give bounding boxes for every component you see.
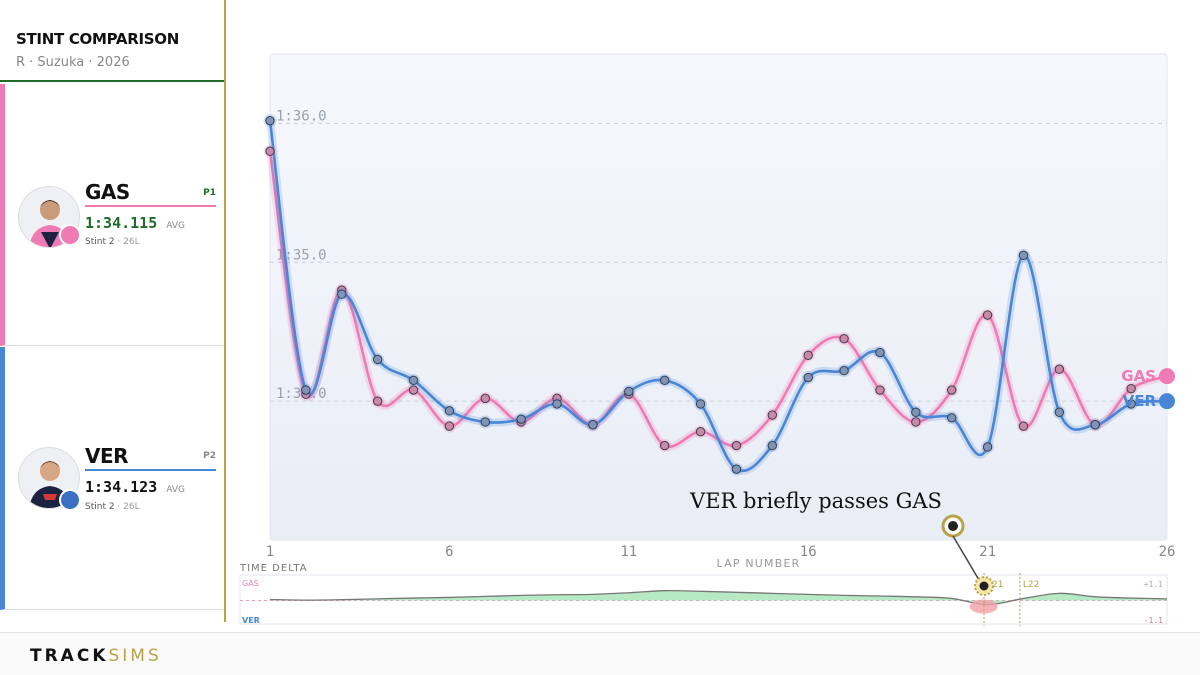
series-end-dot [1159,368,1175,385]
driver-abbr: VER [85,444,129,468]
position-badge: P1 [203,188,216,198]
driver-abbr: GAS [85,180,130,204]
annotation-anchor-dot [948,521,958,531]
data-point-ver [408,375,419,386]
data-point-ver [1126,399,1136,409]
delta-bottom-label: VER [242,616,260,625]
x-tick-label: 16 [800,544,817,560]
data-point-gas [947,385,957,395]
data-point-ver [839,365,849,376]
data-point-gas [803,350,813,361]
data-point-ver [516,414,526,424]
session-subtitle: R · Suzuka · 2026 [16,55,130,70]
data-point-gas [767,410,778,420]
data-point-gas [875,385,885,395]
series-end-label: GAS [1121,367,1156,385]
delta-area [270,590,1167,605]
plot-background [269,53,1168,541]
panel-header: STINT COMPARISON R · Suzuka · 2026 [0,0,224,82]
annotation-text: VER briefly passes GAS [689,489,942,513]
data-point-gas [659,440,670,451]
footer: TRACKSIMS [0,632,1200,675]
data-point-ver [695,399,706,409]
data-point-gas [839,333,849,344]
stint-info: Stint 2 · 26L [85,237,140,247]
data-point-ver [911,407,921,417]
data-point-gas [480,393,490,404]
data-point-ver [480,417,490,427]
brand-logo[interactable]: TRACKSIMS [30,646,162,666]
delta-title: TIME DELTA [239,563,308,574]
data-point-gas [1054,364,1065,374]
data-point-ver [982,442,993,452]
data-point-ver [767,440,778,451]
stint-info: Stint 2 · 26L [85,502,140,512]
position-badge: P2 [203,451,216,461]
page-title: STINT COMPARISON [16,30,179,48]
data-point-ver [947,413,957,423]
driver-portrait-icon [18,186,80,248]
x-tick-label: 1 [266,544,274,560]
delta-max-label: +1.1 [1144,580,1163,589]
delta-line [269,589,1168,606]
data-point-gas [265,146,275,156]
delta-marker-label: L21 [987,580,1003,590]
y-tick-label: 1:35.0 [276,247,327,263]
data-point-ver [265,115,275,126]
x-tick-label: 11 [620,544,637,560]
delta-top-label: GAS [242,579,259,588]
data-point-ver [875,347,885,358]
data-point-ver [1090,420,1100,430]
driver-card-gas[interactable]: GAS P1 1:34.115 AVG Stint 2 · 26L [0,84,224,346]
delta-marker-label: L22 [1023,580,1039,590]
data-point-gas [1126,383,1136,394]
team-logo-icon [59,224,81,246]
data-point-ver [588,420,598,430]
data-point-ver [1054,407,1065,417]
data-point-ver [659,375,670,386]
data-point-gas [372,396,383,406]
data-point-ver [337,289,347,299]
series-end-dot [1159,393,1175,410]
avg-laptime: 1:34.115 AVG [85,214,185,232]
driver-panel: STINT COMPARISON R · Suzuka · 2026 GAS P… [0,0,226,622]
data-point-ver [624,386,634,397]
x-tick-label: 6 [445,544,453,560]
x-tick-label: 21 [979,544,996,560]
data-point-ver [444,406,455,416]
series-end-label: VER [1123,392,1157,410]
data-point-ver [301,385,311,395]
data-point-ver [731,464,742,474]
data-point-ver [1018,250,1029,261]
y-tick-label: 1:36.0 [276,108,327,124]
driver-underline [85,205,216,207]
avg-laptime: 1:34.123 AVG [85,478,185,496]
annotation-connector [952,535,983,586]
data-point-gas [1018,421,1029,431]
driver-underline [85,469,216,471]
data-point-gas [731,440,742,451]
data-point-gas [695,426,706,437]
data-point-gas [911,417,921,427]
x-axis-label: LAP NUMBER [717,557,801,570]
data-point-ver [552,399,562,409]
delta-marker-dot [979,581,989,591]
team-logo-icon [59,489,81,511]
delta-min-label: -1.1 [1144,616,1163,625]
data-point-ver [803,372,813,383]
data-point-ver [372,354,383,365]
data-point-gas [982,310,993,320]
x-tick-label: 26 [1159,544,1176,560]
data-point-gas [408,385,419,395]
data-point-gas [444,421,455,431]
driver-card-ver[interactable]: VER P2 1:34.123 AVG Stint 2 · 26L [0,347,224,610]
